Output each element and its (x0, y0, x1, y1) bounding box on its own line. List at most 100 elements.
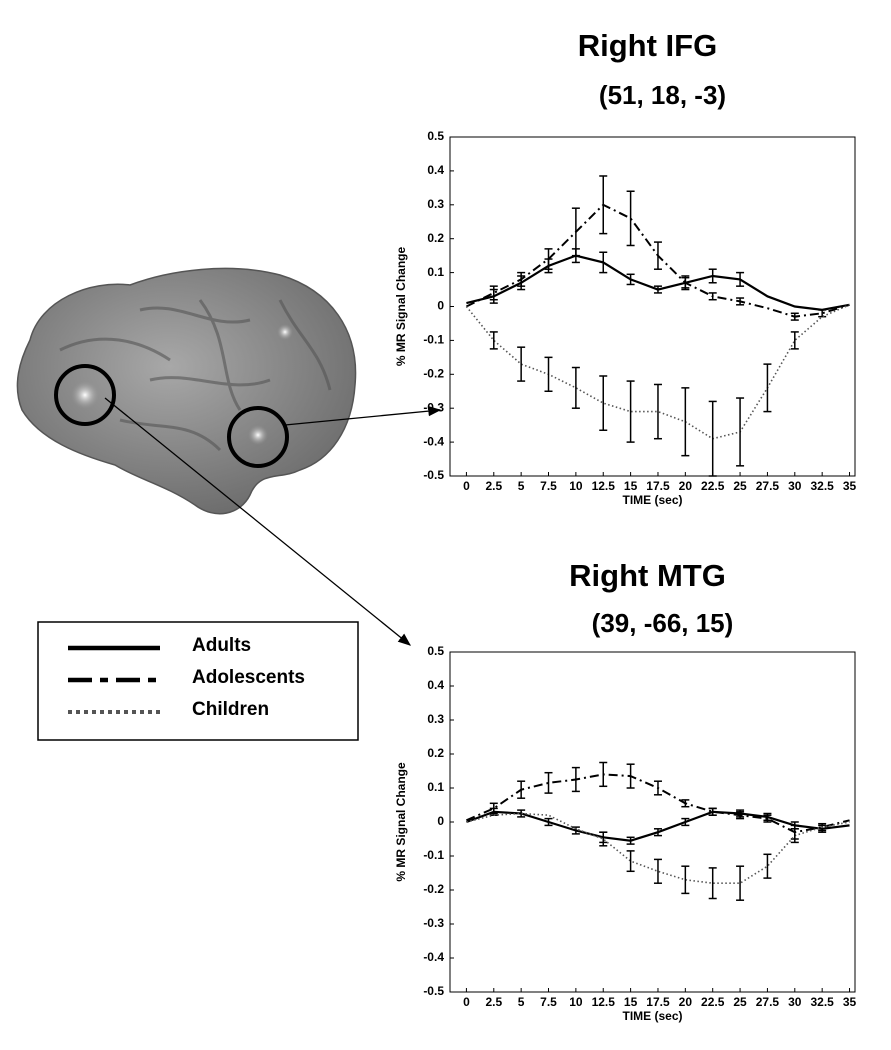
x-tick-label: 10 (569, 479, 583, 493)
x-tick-label: 17.5 (646, 995, 670, 1009)
y-tick-label: -0.3 (423, 400, 444, 414)
x-tick-label: 30 (788, 995, 802, 1009)
arrow (104, 397, 412, 646)
x-tick-label: 27.5 (756, 995, 780, 1009)
error-bar (626, 273, 635, 286)
y-tick-label: -0.2 (423, 366, 444, 380)
x-tick-label: 15 (624, 479, 638, 493)
y-tick-label: 0.2 (427, 231, 444, 245)
chart-title: Right IFG (578, 28, 717, 63)
x-tick-label: 25 (733, 995, 747, 1009)
error-bar (790, 828, 799, 844)
y-tick-label: -0.5 (423, 468, 444, 482)
legend-label: Adults (192, 635, 251, 656)
y-axis-label: % MR Signal Change (394, 762, 408, 882)
x-tick-label: 2.5 (485, 479, 502, 493)
x-tick-label: 0 (463, 995, 470, 1009)
error-bar (544, 248, 553, 270)
data-line (465, 304, 850, 440)
data-line (466, 812, 850, 884)
error-bar (626, 763, 635, 789)
x-tick-label: 32.5 (810, 479, 834, 493)
error-bar (708, 867, 717, 900)
error-bar (599, 831, 608, 847)
error-bar (599, 761, 608, 788)
x-tick-label: 12.5 (592, 995, 616, 1009)
x-tick-label: 7.5 (540, 479, 557, 493)
error-bar (571, 366, 580, 409)
error-bar (571, 207, 580, 257)
error-bar (736, 811, 745, 820)
error-bar (653, 285, 662, 294)
error-bar (544, 356, 553, 392)
error-bar (517, 271, 526, 287)
plot-frame (449, 136, 856, 477)
y-tick-label: 0.3 (427, 197, 444, 211)
error-bar (818, 309, 827, 318)
x-tick-label: 15 (624, 995, 638, 1009)
x-tick-label: 12.5 (592, 479, 616, 493)
y-tick-label: 0.3 (427, 712, 444, 726)
error-bar (790, 312, 799, 321)
x-tick-label: 35 (843, 479, 857, 493)
arrow (284, 405, 442, 426)
chart-title: Right MTG (569, 558, 726, 593)
error-bar (763, 814, 772, 823)
y-tick-label: -0.2 (423, 882, 444, 896)
error-bar (708, 400, 717, 477)
error-bar (681, 865, 690, 895)
y-tick-label: 0 (437, 814, 444, 828)
error-bar (708, 292, 717, 301)
x-tick-label: 20 (679, 995, 693, 1009)
x-axis-label: TIME (sec) (622, 493, 682, 507)
error-bar (517, 346, 526, 382)
y-tick-label: 0.4 (427, 163, 444, 177)
error-bar (599, 375, 608, 431)
error-bar (681, 799, 690, 808)
error-bar (489, 802, 498, 815)
error-bar (517, 780, 526, 799)
y-tick-label: 0.2 (427, 746, 444, 760)
chart-subtitle: (51, 18, -3) (599, 80, 726, 110)
y-tick-label: -0.3 (423, 916, 444, 930)
y-tick-label: 0.1 (427, 265, 444, 279)
error-bar (489, 331, 498, 350)
legend-label: Children (192, 699, 269, 720)
x-tick-label: 32.5 (810, 995, 834, 1009)
error-bar (653, 858, 662, 884)
legend: Adults Adolescents Children (37, 621, 359, 741)
error-bar (626, 850, 635, 873)
x-tick-label: 5 (518, 995, 525, 1009)
y-tick-label: 0.4 (427, 678, 444, 692)
x-tick-label: 35 (843, 995, 857, 1009)
legend-label: Adolescents (192, 667, 305, 688)
x-tick-label: 10 (569, 995, 583, 1009)
brain-image (16, 267, 357, 515)
error-bar (736, 297, 745, 306)
y-tick-label: -0.4 (423, 950, 444, 964)
y-tick-label: 0 (437, 299, 444, 313)
x-tick-label: 5 (518, 479, 525, 493)
x-tick-label: 22.5 (701, 995, 725, 1009)
error-bar (790, 331, 799, 350)
y-tick-label: -0.1 (423, 848, 444, 862)
error-bar (681, 275, 690, 291)
error-bar (681, 387, 690, 457)
x-tick-label: 27.5 (756, 479, 780, 493)
error-bar (708, 268, 717, 284)
x-tick-label: 20 (679, 479, 693, 493)
x-tick-label: 2.5 (485, 995, 502, 1009)
x-axis-label: TIME (sec) (622, 1009, 682, 1023)
y-axis-label: % MR Signal Change (394, 247, 408, 367)
error-bar (599, 175, 608, 235)
x-tick-label: 7.5 (540, 995, 557, 1009)
error-bar (653, 241, 662, 270)
x-tick-label: 17.5 (646, 479, 670, 493)
chart-subtitle: (39, -66, 15) (592, 608, 734, 638)
error-bar (571, 766, 580, 793)
error-bar (681, 817, 690, 827)
error-bar (599, 251, 608, 274)
error-bar (517, 809, 526, 818)
error-bar (544, 817, 553, 827)
